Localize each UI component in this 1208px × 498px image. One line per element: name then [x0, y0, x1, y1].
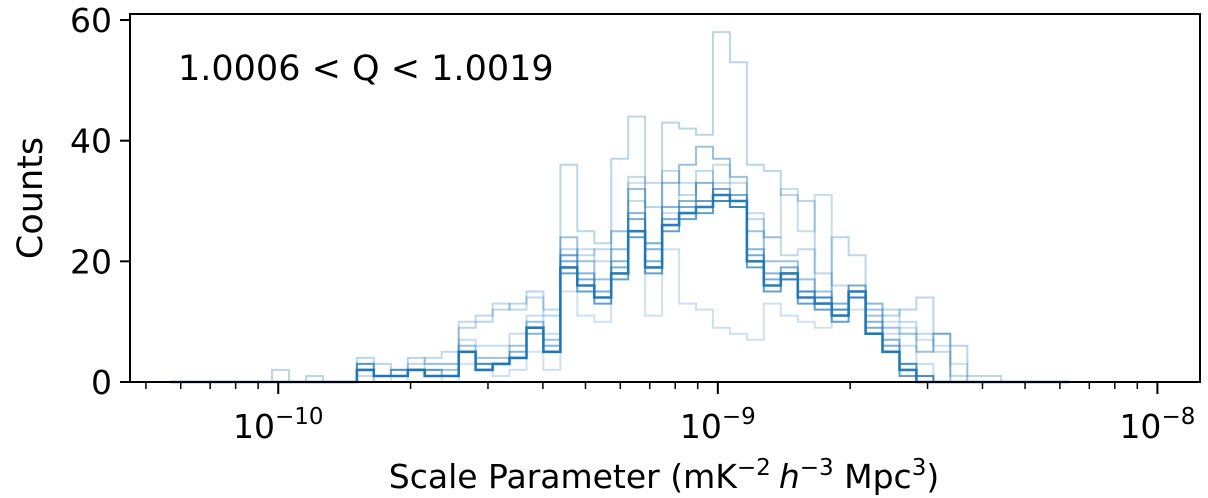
- y-tick-label: 20: [70, 242, 112, 281]
- x-tick-label: 10−8: [1119, 404, 1195, 446]
- x-axis-label-mpc: Mpc: [834, 457, 912, 496]
- range-annotation: 1.0006 < Q < 1.0019: [178, 49, 554, 89]
- histogram-series-3: [170, 188, 1069, 383]
- x-axis-label-exp3: 3: [912, 455, 927, 481]
- y-tick-label: 40: [70, 122, 112, 161]
- x-axis-label: Scale Parameter (mK−2 h−3 Mpc3): [389, 455, 939, 496]
- y-tick-label: 0: [91, 363, 112, 402]
- plot-frame: [129, 13, 1201, 383]
- histogram-series-1: [170, 193, 1069, 384]
- x-axis-label-suffix: ): [926, 457, 939, 496]
- x-tick-label: 10−10: [233, 404, 324, 446]
- histogram-series-5: [170, 145, 1069, 383]
- x-axis-label-prefix: Scale Parameter (mK: [389, 457, 738, 496]
- x-axis-label-h: h: [779, 457, 800, 496]
- x-tick-label: 10−9: [680, 404, 756, 446]
- histogram-series-2: [170, 200, 1069, 383]
- histogram-series-layer: [170, 31, 1069, 384]
- y-tick-label: 60: [70, 1, 112, 40]
- y-axis: 0 20 40 60: [70, 1, 130, 402]
- x-axis: 10−10 10−9 10−8: [145, 382, 1195, 446]
- x-axis-label-exp1: −2: [737, 455, 771, 481]
- x-axis-label-exp2: −3: [800, 455, 834, 481]
- y-axis-label: Counts: [11, 137, 51, 259]
- histogram-series-7: [170, 169, 1069, 383]
